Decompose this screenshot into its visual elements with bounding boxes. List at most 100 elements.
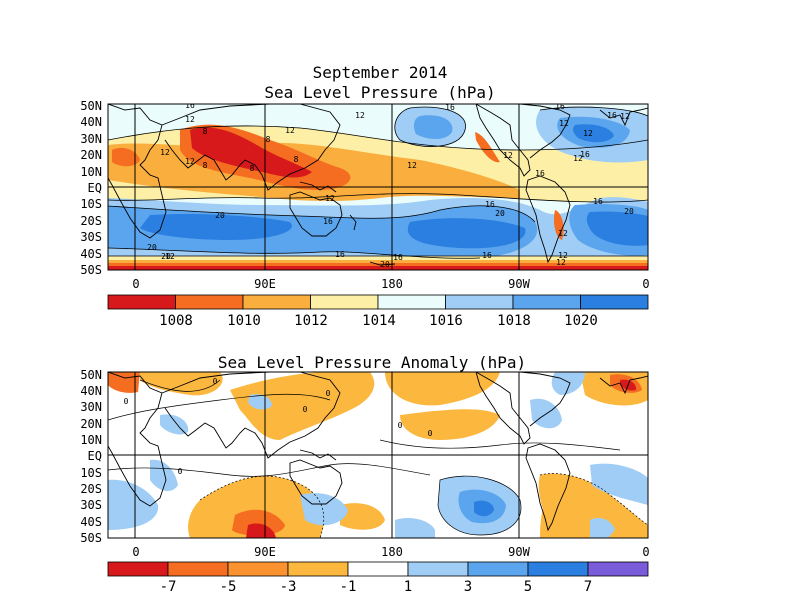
bottom-lat-label: 40S [80, 515, 102, 529]
bottom-lon-label: 0 [132, 545, 140, 559]
top-lat-label: 20S [80, 214, 102, 228]
contour-label: 12 [325, 194, 335, 203]
bottom-contour-lines [108, 379, 648, 538]
top-colorbar-label: 1014 [362, 313, 396, 329]
contour-label: 12 [407, 161, 417, 170]
colorbar-swatch [587, 561, 649, 577]
bottom-lat-label: 30S [80, 498, 102, 512]
top-lat-label: 30S [80, 230, 102, 244]
top-panel-title: Sea Level Pressure (hPa) [264, 83, 496, 102]
figure-title: September 2014 [312, 63, 448, 82]
contour-label: 16 [535, 169, 545, 178]
top-lat-label: 20N [80, 148, 102, 162]
top-lon-label: 0 [132, 277, 140, 291]
top-contour-lines [108, 106, 648, 259]
top-lat-label: 50N [80, 99, 102, 113]
bottom-colorbar-label: -3 [279, 579, 297, 595]
anom-neg-spac [340, 503, 385, 530]
contour-label: 0 [178, 467, 183, 476]
contour-label: 16 [555, 102, 565, 111]
anom-neg-npac [385, 372, 500, 406]
contour-label: 0 [303, 405, 308, 414]
bottom-lat-label: 50S [80, 531, 102, 545]
top-lat-label: 10S [80, 197, 102, 211]
contour-label: 16 [323, 217, 333, 226]
contour-label: 0 [124, 397, 129, 406]
bottom-gridlines [108, 372, 648, 538]
top-lat-label: 10N [80, 165, 102, 179]
contour-label: 0 [213, 377, 218, 386]
slp-band-1006-asia [190, 127, 312, 178]
contour-label: 0 [398, 421, 403, 430]
contour-label: 0 [326, 389, 331, 398]
anom-pos-south-africa [150, 459, 178, 492]
slp-band-1020-natl [573, 124, 614, 143]
bottom-colorbar-label: 3 [463, 579, 473, 595]
anom-neg-satl [538, 473, 648, 538]
contour-label: 20 [624, 207, 634, 216]
contour-label: 16 [185, 101, 195, 110]
contour-label: 16 [485, 200, 495, 209]
colorbar-swatch [167, 561, 229, 577]
top-map-frame [107, 103, 649, 271]
contour-label: 12 [620, 112, 630, 121]
contour-label: 16 [445, 103, 455, 112]
slp-band-1020-south-pac [407, 218, 526, 249]
anom-pos-spac-3 [474, 500, 494, 517]
anom-neg-south-southamer [540, 500, 562, 538]
contour-label: 20 [495, 209, 505, 218]
bottom-colorbar-label: -1 [339, 579, 357, 595]
top-colorbar-label: 1016 [429, 313, 463, 329]
top-lat-label: 40N [80, 115, 102, 129]
contour-label: 16 [607, 111, 617, 120]
colorbar-swatch [227, 561, 289, 577]
anom-pos-sindian [108, 479, 159, 530]
bottom-lat-label: 20N [80, 417, 102, 431]
bottom-map: 0 0 0 0 0 0 0 [108, 372, 648, 538]
contour-label: 16 [580, 150, 590, 159]
bottom-lat-label: 20S [80, 482, 102, 496]
top-lat-label: 50S [80, 263, 102, 277]
colorbar-swatch [580, 294, 649, 310]
bottom-lat-label: EQ [87, 449, 102, 463]
bottom-lat-label: 10N [80, 433, 102, 447]
colorbar-swatch [445, 294, 514, 310]
bottom-lon-label: 90W [508, 545, 530, 559]
contour-label: 8 [294, 155, 299, 164]
contour-label: 12 [583, 129, 593, 138]
contour-label: 8 [266, 135, 271, 144]
colorbar-swatch [527, 561, 589, 577]
contour-label: 12 [558, 229, 568, 238]
contour-label: 12 [160, 148, 170, 157]
contour-label: 16 [393, 253, 403, 262]
top-lat-label: 40S [80, 247, 102, 261]
contour-label: 12 [558, 251, 568, 260]
contour-label: 12 [503, 151, 513, 160]
contour-label: 12 [355, 111, 365, 120]
contour-label: 12 [573, 154, 583, 163]
contour-label: 12 [559, 119, 569, 128]
top-colorbar-label: 1010 [227, 313, 261, 329]
anom-pos-australia [300, 493, 348, 526]
contour-label: 12 [285, 126, 295, 135]
contour-label: 20 [215, 211, 225, 220]
bottom-contour-labels: 0 0 0 0 0 0 0 [124, 377, 433, 476]
bottom-lon-label: 180 [381, 545, 403, 559]
bottom-colorbar-label: 5 [523, 579, 533, 595]
colorbar-swatch [310, 294, 379, 310]
colorbar-swatch [107, 561, 169, 577]
top-lat-label: 30N [80, 132, 102, 146]
anom-neg-indian-south [188, 476, 324, 538]
bottom-colorbar-label: 7 [583, 579, 593, 595]
bottom-colorbar [107, 561, 649, 577]
contour-label: 20 [380, 260, 390, 269]
contour-label: 12 [185, 157, 195, 166]
bottom-colorbar-label: -7 [159, 579, 177, 595]
contour-label: 16 [593, 197, 603, 206]
anom-pos-south-southern [395, 518, 435, 538]
anom-neg-npac2 [400, 409, 500, 440]
slp-band-1006-southern [108, 266, 648, 270]
contour-label: 8 [203, 161, 208, 170]
contour-label: 8 [203, 127, 208, 136]
